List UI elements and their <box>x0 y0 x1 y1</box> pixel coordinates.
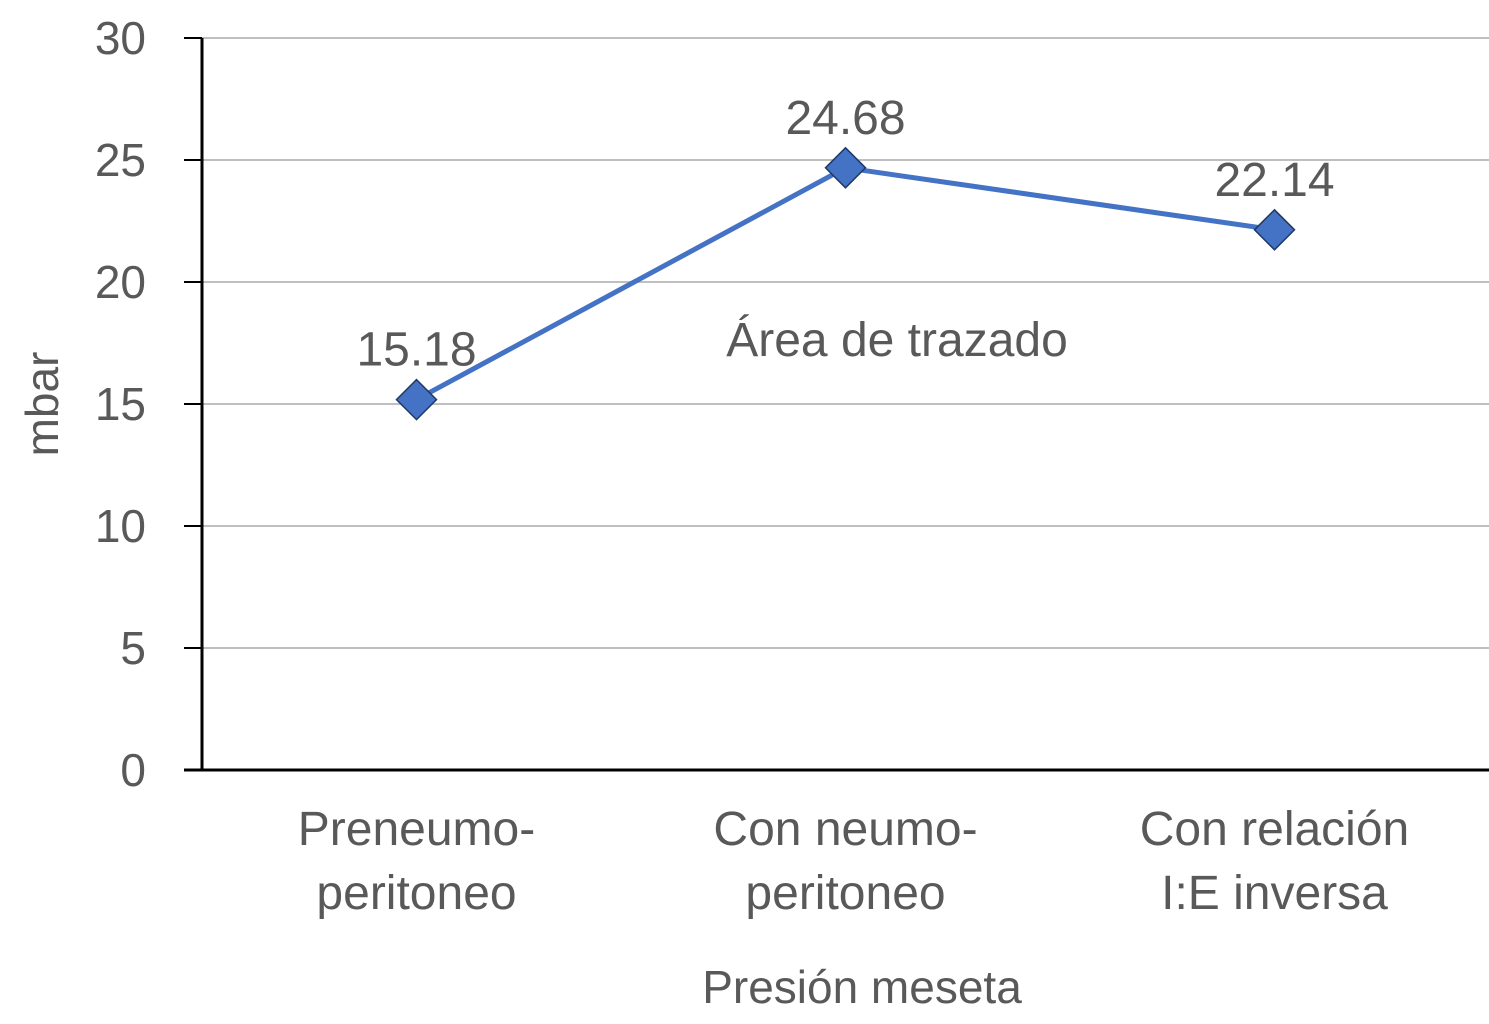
x-category-label: I:E inversa <box>1161 867 1388 920</box>
x-category-label: peritoneo <box>316 867 516 920</box>
data-label: 22.14 <box>1214 154 1334 207</box>
annotation-area-label: Área de trazado <box>726 314 1068 367</box>
data-label: 24.68 <box>785 92 905 145</box>
y-tick-label: 25 <box>95 134 146 186</box>
y-tick-labels: 0 5 10 15 20 25 30 <box>95 12 146 796</box>
data-label: 15.18 <box>356 324 476 377</box>
y-tick-label: 30 <box>95 12 146 64</box>
data-labels: 15.18 24.68 22.14 <box>356 92 1334 377</box>
x-category-label: peritoneo <box>745 867 945 920</box>
x-axis-title: Presión meseta <box>702 961 1022 1013</box>
x-category-label: Preneumo- <box>298 803 535 856</box>
y-tick-label: 20 <box>95 256 146 308</box>
axes <box>184 38 1489 772</box>
data-point-marker <box>395 378 438 421</box>
y-tick-label: 0 <box>120 744 146 796</box>
x-category-label: Con neumo- <box>713 803 977 856</box>
series-markers <box>395 146 1296 421</box>
data-point-marker <box>824 146 867 189</box>
x-category-labels: Preneumo-peritoneo Con neumo-peritoneo Con… <box>298 803 1409 920</box>
data-point-marker <box>1253 208 1296 251</box>
y-tick-label: 10 <box>95 500 146 552</box>
x-category-label: Con relación <box>1140 803 1409 856</box>
y-tick-label: 5 <box>120 622 146 674</box>
y-tick-label: 15 <box>95 378 146 430</box>
y-axis-title: mbar <box>16 352 68 457</box>
